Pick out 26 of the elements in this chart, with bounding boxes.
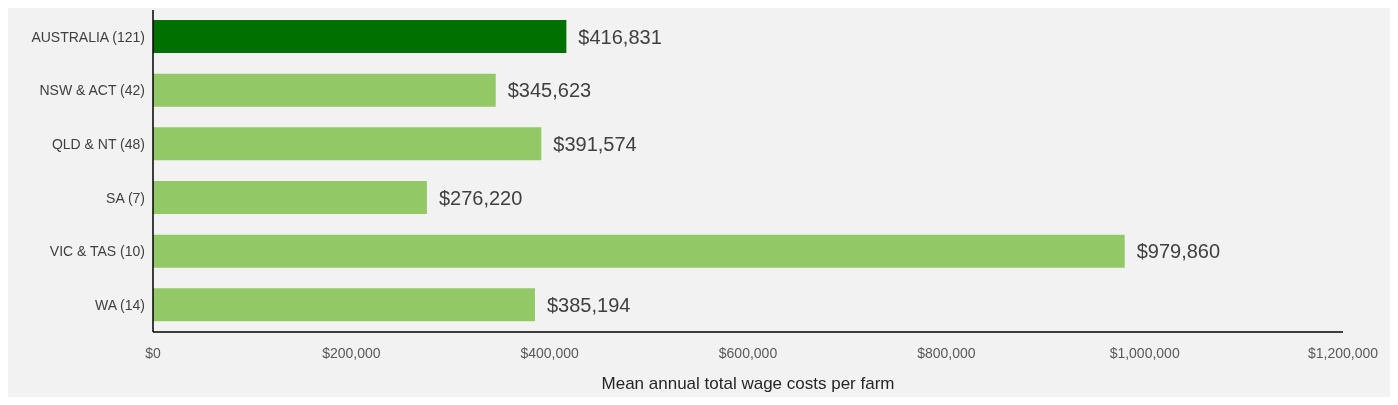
- data-label: $416,831: [578, 25, 662, 48]
- x-tick-label: $0: [145, 344, 161, 361]
- bar: [153, 127, 542, 161]
- x-axis-title: Mean annual total wage costs per farm: [601, 374, 895, 393]
- x-tick-label: $800,000: [917, 344, 976, 361]
- x-tick-label: $1,200,000: [1307, 344, 1379, 361]
- data-label: $979,860: [1136, 240, 1221, 263]
- y-tick-label: SA (7): [106, 189, 145, 206]
- data-label: $345,623: [507, 79, 592, 102]
- x-tick-label: $200,000: [322, 344, 381, 361]
- bar: [153, 288, 535, 322]
- x-tick-label: $1,000,000: [1109, 344, 1180, 361]
- bar: [153, 181, 427, 214]
- data-label: $276,220: [438, 186, 523, 209]
- data-label: $391,574: [553, 132, 637, 155]
- bar: [153, 20, 567, 53]
- x-tick-label: $600,000: [718, 344, 778, 361]
- x-tick-label: $400,000: [520, 344, 580, 361]
- data-label: $385,194: [546, 293, 631, 316]
- y-tick-label: NSW & ACT (42): [39, 82, 145, 99]
- y-tick-label: WA (14): [94, 297, 145, 314]
- bar: [153, 73, 496, 107]
- y-tick-label: AUSTRALIA (121): [31, 28, 145, 45]
- y-tick-label: VIC & TAS (10): [49, 243, 145, 260]
- bar: [153, 234, 1125, 268]
- y-tick-label: QLD & NT (48): [51, 136, 145, 153]
